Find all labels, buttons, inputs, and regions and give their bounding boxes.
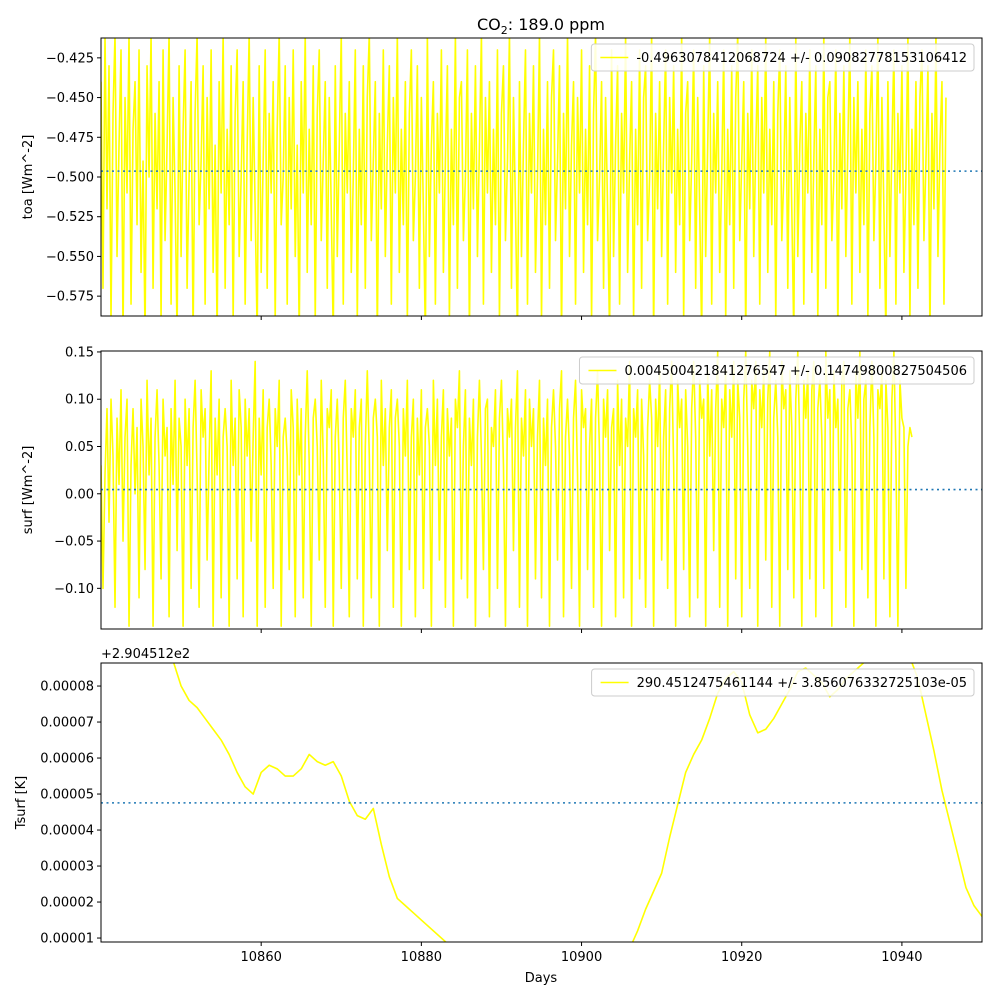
- tsurf-offset-label: +2.904512e2: [101, 647, 190, 662]
- x-tick-label: 10920: [721, 950, 762, 965]
- tsurf-y-tick-label: 0.00001: [40, 932, 94, 947]
- tsurf-legend: 290.4512475461144 +/- 3.856076332725103e…: [591, 668, 975, 697]
- figure-title-subscript: 2: [501, 24, 508, 37]
- toa-legend: -0.4963078412068724 +/- 0.09082778153106…: [590, 43, 975, 72]
- tsurf-legend-box: [591, 668, 975, 697]
- surf-y-axis-label: surf [Wm^-2]: [21, 446, 36, 535]
- x-axis-label: Days: [525, 971, 558, 986]
- surf-y-tick-label: 0.00: [65, 487, 94, 502]
- tsurf-y-axis-label: Tsurf [K]: [14, 776, 29, 831]
- toa-panel: −0.425 −0.450 −0.475 −0.500 −0.525 −0.550 −0.5…: [21, 37, 983, 320]
- tsurf-y-tick-label: 0.00003: [40, 860, 94, 875]
- x-tick-label: 10900: [561, 950, 602, 965]
- surf-y-tick-label: 0.15: [65, 345, 94, 360]
- toa-legend-box: [590, 43, 975, 72]
- toa-y-tick-label: −0.450: [46, 91, 94, 106]
- toa-y-tick-label: −0.500: [46, 171, 94, 186]
- surf-panel: 0.15 0.10 0.05 0.00 −0.05 −0.10 surf [Wm^-2] 0.…: [21, 345, 983, 633]
- figure-title-suffix: : 189.0 ppm: [508, 15, 605, 34]
- toa-y-tick-label: −0.525: [46, 210, 94, 225]
- figure-title: CO2: 189.0 ppm: [477, 15, 605, 37]
- figure-title-prefix: CO: [477, 15, 501, 34]
- tsurf-y-tick-label: 0.00007: [40, 716, 94, 731]
- tsurf-series-line: [172, 663, 982, 942]
- surf-y-tick-label: 0.05: [65, 440, 94, 455]
- surf-y-tick-label: −0.10: [54, 582, 94, 597]
- surf-legend: 0.004500421841276547 +/- 0.1474980082750…: [578, 356, 975, 385]
- tsurf-axes-frame: [100, 662, 983, 943]
- tsurf-panel: 0.00008 0.00007 0.00006 0.00005 0.00004 0.000…: [14, 647, 983, 965]
- toa-legend-label: -0.4963078412068724 +/- 0.09082778153106…: [636, 51, 967, 66]
- x-tick-label: 10860: [241, 950, 282, 965]
- x-tick-label: 10880: [401, 950, 442, 965]
- toa-y-axis-label: toa [Wm^-2]: [21, 135, 36, 220]
- tsurf-legend-label: 290.4512475461144 +/- 3.856076332725103e…: [637, 676, 967, 691]
- surf-y-tick-label: −0.05: [54, 535, 94, 550]
- x-tick-label: 10940: [881, 950, 922, 965]
- toa-y-tick-label: −0.475: [46, 131, 94, 146]
- toa-y-tick-label: −0.575: [46, 290, 94, 305]
- tsurf-y-tick-label: 0.00002: [40, 896, 94, 911]
- tsurf-y-tick-label: 0.00008: [40, 680, 94, 695]
- tsurf-y-tick-label: 0.00004: [40, 824, 94, 839]
- toa-series-line: [101, 38, 947, 316]
- surf-legend-box: [578, 356, 975, 385]
- tsurf-y-tick-label: 0.00005: [40, 788, 94, 803]
- surf-y-tick-label: 0.10: [65, 393, 94, 408]
- toa-y-tick-label: −0.425: [46, 51, 94, 66]
- toa-y-tick-label: −0.550: [46, 250, 94, 265]
- surf-axes-frame: [100, 350, 983, 630]
- tsurf-y-tick-label: 0.00006: [40, 752, 94, 767]
- surf-series-line: [101, 351, 913, 627]
- surf-legend-label: 0.004500421841276547 +/- 0.1474980082750…: [624, 364, 967, 379]
